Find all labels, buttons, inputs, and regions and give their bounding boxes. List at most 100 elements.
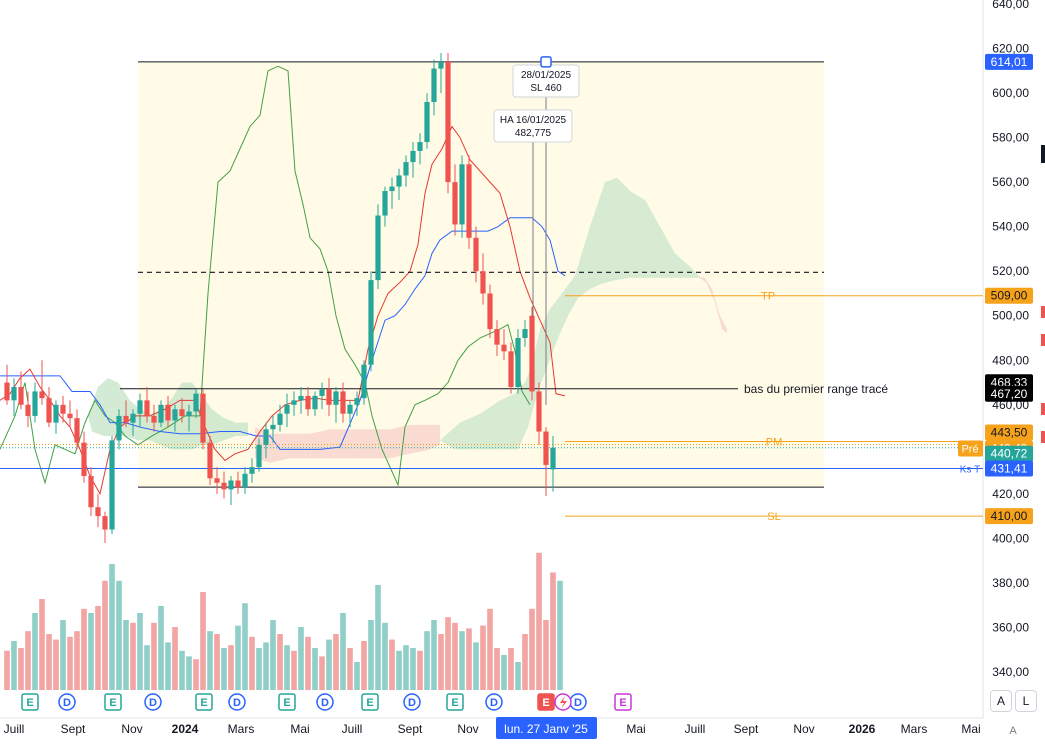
- candle-body: [200, 393, 206, 443]
- volume-bar: [312, 648, 318, 690]
- candle-body: [375, 215, 381, 281]
- volume-bar: [515, 662, 521, 690]
- auto-scale-button[interactable]: A: [990, 690, 1012, 712]
- candle-body: [361, 364, 367, 399]
- price-label: 509,00: [991, 289, 1028, 303]
- candle-body: [137, 400, 143, 414]
- time-tick-label: Mars: [901, 722, 928, 736]
- callout-ha: HA 16/01/2025 482,775: [493, 109, 573, 143]
- event-marker-label: D: [63, 697, 71, 709]
- lightning-icon: [560, 696, 567, 709]
- candle-body: [214, 478, 220, 483]
- price-tick-label: 520,00: [992, 264, 1029, 278]
- volume-bar: [333, 634, 339, 690]
- candle-body: [368, 280, 374, 365]
- price-tick-label: 640,00: [992, 0, 1029, 11]
- event-marker-label: E: [542, 697, 549, 709]
- earnings-marker: [537, 693, 555, 711]
- time-tick-label: Juill: [342, 722, 363, 736]
- volume-bar: [263, 642, 269, 690]
- volume-bar: [193, 659, 199, 690]
- candle-body: [417, 142, 423, 151]
- candle-body: [32, 391, 38, 416]
- volume-bar: [32, 613, 38, 690]
- time-tick-label: Mars: [228, 722, 255, 736]
- candle-body: [158, 404, 164, 423]
- volume-bar: [123, 620, 129, 690]
- volume-bar: [270, 620, 276, 690]
- candle-body: [46, 398, 52, 423]
- dividend-marker: [403, 693, 421, 711]
- candle-body: [508, 351, 514, 387]
- corner-label: A: [1009, 725, 1017, 737]
- price-label-bg: [985, 445, 1033, 462]
- price-label: 431,41: [991, 461, 1028, 475]
- volume-bar: [151, 622, 157, 690]
- volume-bar: [214, 634, 220, 690]
- axis-edge-mark: [1041, 334, 1045, 346]
- time-tick-label: Nov: [121, 722, 142, 736]
- callout-sl-line2: SL 460: [530, 83, 562, 94]
- candle-body: [130, 413, 136, 423]
- volume-bar: [109, 564, 115, 690]
- volume-bar: [480, 625, 486, 690]
- candle-body: [67, 413, 73, 419]
- volume-bar: [319, 656, 325, 690]
- volume-bar: [102, 580, 108, 690]
- ks-tag: Ks T: [960, 464, 980, 475]
- price-tick-label: 580,00: [992, 131, 1029, 145]
- candle-body: [123, 415, 129, 423]
- candle-body: [116, 415, 122, 441]
- volume-bar: [473, 642, 479, 690]
- candle-body: [242, 473, 248, 488]
- price-label-bg: [985, 287, 1033, 304]
- price-label: 614,01: [991, 55, 1028, 69]
- event-marker-label: E: [26, 697, 33, 709]
- price-label-bg: [985, 460, 1033, 477]
- price-tick-label: 340,00: [992, 665, 1029, 679]
- event-marker-label: D: [321, 697, 329, 709]
- price-label-bg: [985, 424, 1033, 441]
- candle-body: [424, 101, 430, 143]
- sl-label: SL: [767, 511, 780, 523]
- time-tick-label: Nov: [793, 722, 814, 736]
- candle-body: [487, 293, 493, 330]
- volume-bar: [424, 631, 430, 690]
- volume-bar: [4, 650, 10, 690]
- volume-bar: [459, 631, 465, 690]
- volume-bar: [347, 648, 353, 690]
- time-tick-label: 2024: [172, 722, 199, 736]
- dividend-marker: [316, 693, 334, 711]
- volume-bar: [116, 580, 122, 690]
- candle-body: [270, 424, 276, 430]
- volume-bar: [340, 613, 346, 690]
- volume-bar: [186, 656, 192, 690]
- volume-bar: [67, 636, 73, 690]
- candle-body: [298, 395, 304, 401]
- volume-bar: [368, 620, 374, 690]
- log-scale-button[interactable]: L: [1015, 690, 1037, 712]
- candle-body: [550, 447, 556, 470]
- time-tick-label: Sept: [734, 722, 759, 736]
- time-tick-label: Nov: [457, 722, 478, 736]
- candle-body: [249, 467, 255, 474]
- volume-bar: [522, 634, 528, 690]
- event-marker-label: E: [619, 697, 626, 709]
- price-tick-label: 360,00: [992, 620, 1029, 634]
- candle-body: [389, 186, 395, 192]
- price-label: 443,50: [991, 426, 1028, 440]
- candle-body: [95, 507, 101, 517]
- axis-edge-mark: [1041, 306, 1045, 318]
- candle-body: [333, 391, 339, 405]
- candle-body: [501, 344, 507, 352]
- dividend-marker: [58, 693, 76, 711]
- candle-body: [445, 61, 451, 183]
- candle-body: [396, 175, 402, 187]
- volume-bar: [130, 622, 136, 690]
- volume-bar: [207, 631, 213, 690]
- volume-bar: [298, 627, 304, 690]
- candle-body: [18, 386, 24, 405]
- callout-ha-box: [493, 109, 573, 143]
